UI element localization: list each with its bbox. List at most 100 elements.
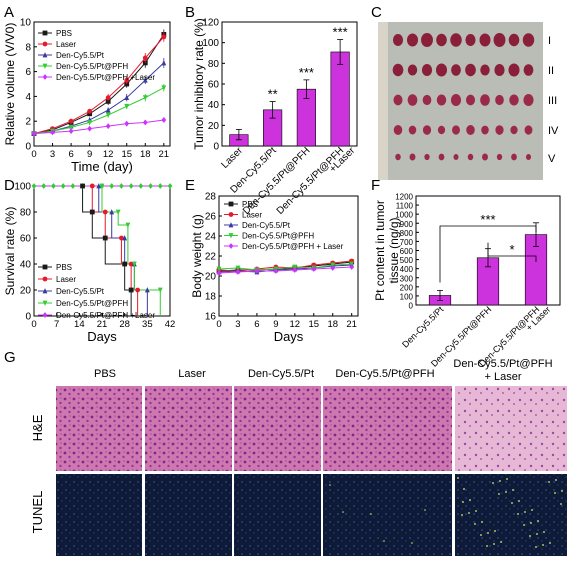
- survival-step-marker: [125, 222, 131, 228]
- significance-bracket: [439, 225, 537, 283]
- tumor: [465, 94, 476, 106]
- series-line-2: [34, 185, 148, 316]
- tumor: [465, 34, 476, 46]
- survival-step-marker: [131, 261, 137, 267]
- tumor: [480, 64, 490, 76]
- x-tick-label: 0: [216, 319, 221, 330]
- g-row-tunel: TUNEL: [30, 491, 45, 534]
- data-point: [124, 94, 130, 101]
- plot-frame: [33, 21, 171, 147]
- data-point: [68, 128, 74, 135]
- y-axis-label: Survival rate (%): [3, 207, 17, 296]
- category-label: Laser: [220, 145, 246, 171]
- histology-images: [56, 386, 567, 556]
- y-tick-label: 120: [202, 18, 219, 29]
- apoptotic-dot: [492, 482, 494, 484]
- apoptotic-dot: [517, 513, 519, 515]
- data-point: [235, 265, 241, 271]
- data-point: [254, 268, 260, 274]
- panel-c-tumor-photo: I II III IV V: [378, 22, 559, 180]
- apoptotic-dot: [461, 514, 463, 516]
- survival-step-marker: [119, 235, 124, 241]
- survival-marker: [167, 183, 173, 189]
- tumor: [421, 33, 433, 47]
- apoptotic-dot: [480, 534, 482, 536]
- tunel-image: [323, 474, 452, 556]
- chart-f-pt-content: 0100200300400500600700800900100011001200…: [373, 193, 561, 369]
- data-point: [142, 119, 148, 126]
- data-point: [216, 266, 222, 272]
- plot-frame: [218, 195, 359, 317]
- legend-marker: [228, 222, 234, 228]
- tunel-image: [145, 474, 232, 556]
- survival-step-marker: [128, 287, 134, 293]
- x-tick-label: 12: [103, 149, 114, 160]
- x-tick-label: 18: [327, 319, 338, 330]
- data-point: [161, 34, 167, 40]
- tumor: [524, 125, 533, 135]
- y-tick-label: 600: [400, 247, 414, 256]
- tumor: [392, 63, 404, 77]
- data-point: [105, 123, 111, 130]
- legend-marker: [42, 52, 48, 58]
- legend-label: Den-Cy5.5/Pt: [242, 221, 291, 230]
- y-tick-label: 300: [400, 274, 414, 283]
- tumor: [508, 33, 520, 47]
- y-tick-label: 20: [205, 272, 217, 283]
- tumor: [525, 154, 532, 160]
- tumor: [393, 125, 403, 135]
- g-col-label-line: Den-Cy5.5/Pt@PFH: [453, 358, 552, 370]
- legend-label: Den-Cy5.5/Pt@PFH: [242, 232, 314, 241]
- y-tick-label: 80: [208, 59, 220, 70]
- apoptotic-dot: [523, 524, 525, 526]
- row-label-ii: II: [548, 65, 554, 77]
- apoptotic-dot: [342, 511, 344, 513]
- survival-marker: [128, 183, 134, 189]
- survival-marker: [31, 183, 37, 189]
- row-label-i: I: [548, 35, 551, 47]
- significance-label: *: [509, 242, 514, 257]
- x-tick-label: 6: [68, 149, 73, 160]
- he-image: [234, 386, 321, 471]
- x-tick-label: 0: [31, 149, 36, 160]
- legend-label: Den-Cy5.5/Pt@PFH + Laser: [242, 242, 344, 251]
- legend-label: PBS: [242, 200, 258, 209]
- apoptotic-dot: [512, 489, 514, 491]
- y-axis-label: tissue (ng/g): [387, 217, 401, 283]
- legend-marker: [228, 201, 234, 207]
- y-tick-label: 10: [20, 18, 32, 29]
- row-label-iv: IV: [548, 125, 559, 137]
- tumor: [466, 125, 475, 135]
- apoptotic-dot: [487, 532, 489, 534]
- legend-marker: [228, 233, 234, 239]
- tumor: [465, 63, 476, 77]
- tumor: [422, 125, 432, 135]
- tumor: [435, 63, 448, 77]
- panel-letter-f: F: [371, 177, 380, 194]
- data-point: [161, 85, 167, 91]
- apoptotic-dot: [531, 509, 533, 511]
- apoptotic-dot: [499, 480, 501, 482]
- apoptotic-dot: [383, 540, 385, 542]
- bar: [330, 51, 350, 147]
- data-point: [216, 270, 222, 276]
- y-tick-label: 0: [25, 312, 31, 323]
- data-point: [68, 125, 74, 131]
- survival-step-marker: [102, 235, 108, 241]
- tumor: [395, 153, 401, 161]
- y-tick-label: 26: [205, 212, 217, 223]
- apoptotic-dot: [463, 488, 465, 490]
- data-point: [31, 130, 37, 137]
- survival-step-marker: [128, 261, 134, 267]
- legend-label: Den-Cy5.5/Pt@PFH: [56, 299, 128, 308]
- y-axis-label: Body weight (g): [190, 214, 204, 297]
- g-col-pt: Den-Cy5.5/Pt: [248, 368, 314, 380]
- panel-letter-a: A: [4, 4, 14, 21]
- y-tick-label: 100: [400, 292, 414, 301]
- legend-label: PBS: [56, 263, 72, 272]
- data-point: [142, 77, 148, 83]
- apoptotic-dot: [543, 531, 545, 533]
- tunel-image: [455, 474, 567, 556]
- tumor: [523, 94, 534, 106]
- tumor: [407, 64, 418, 76]
